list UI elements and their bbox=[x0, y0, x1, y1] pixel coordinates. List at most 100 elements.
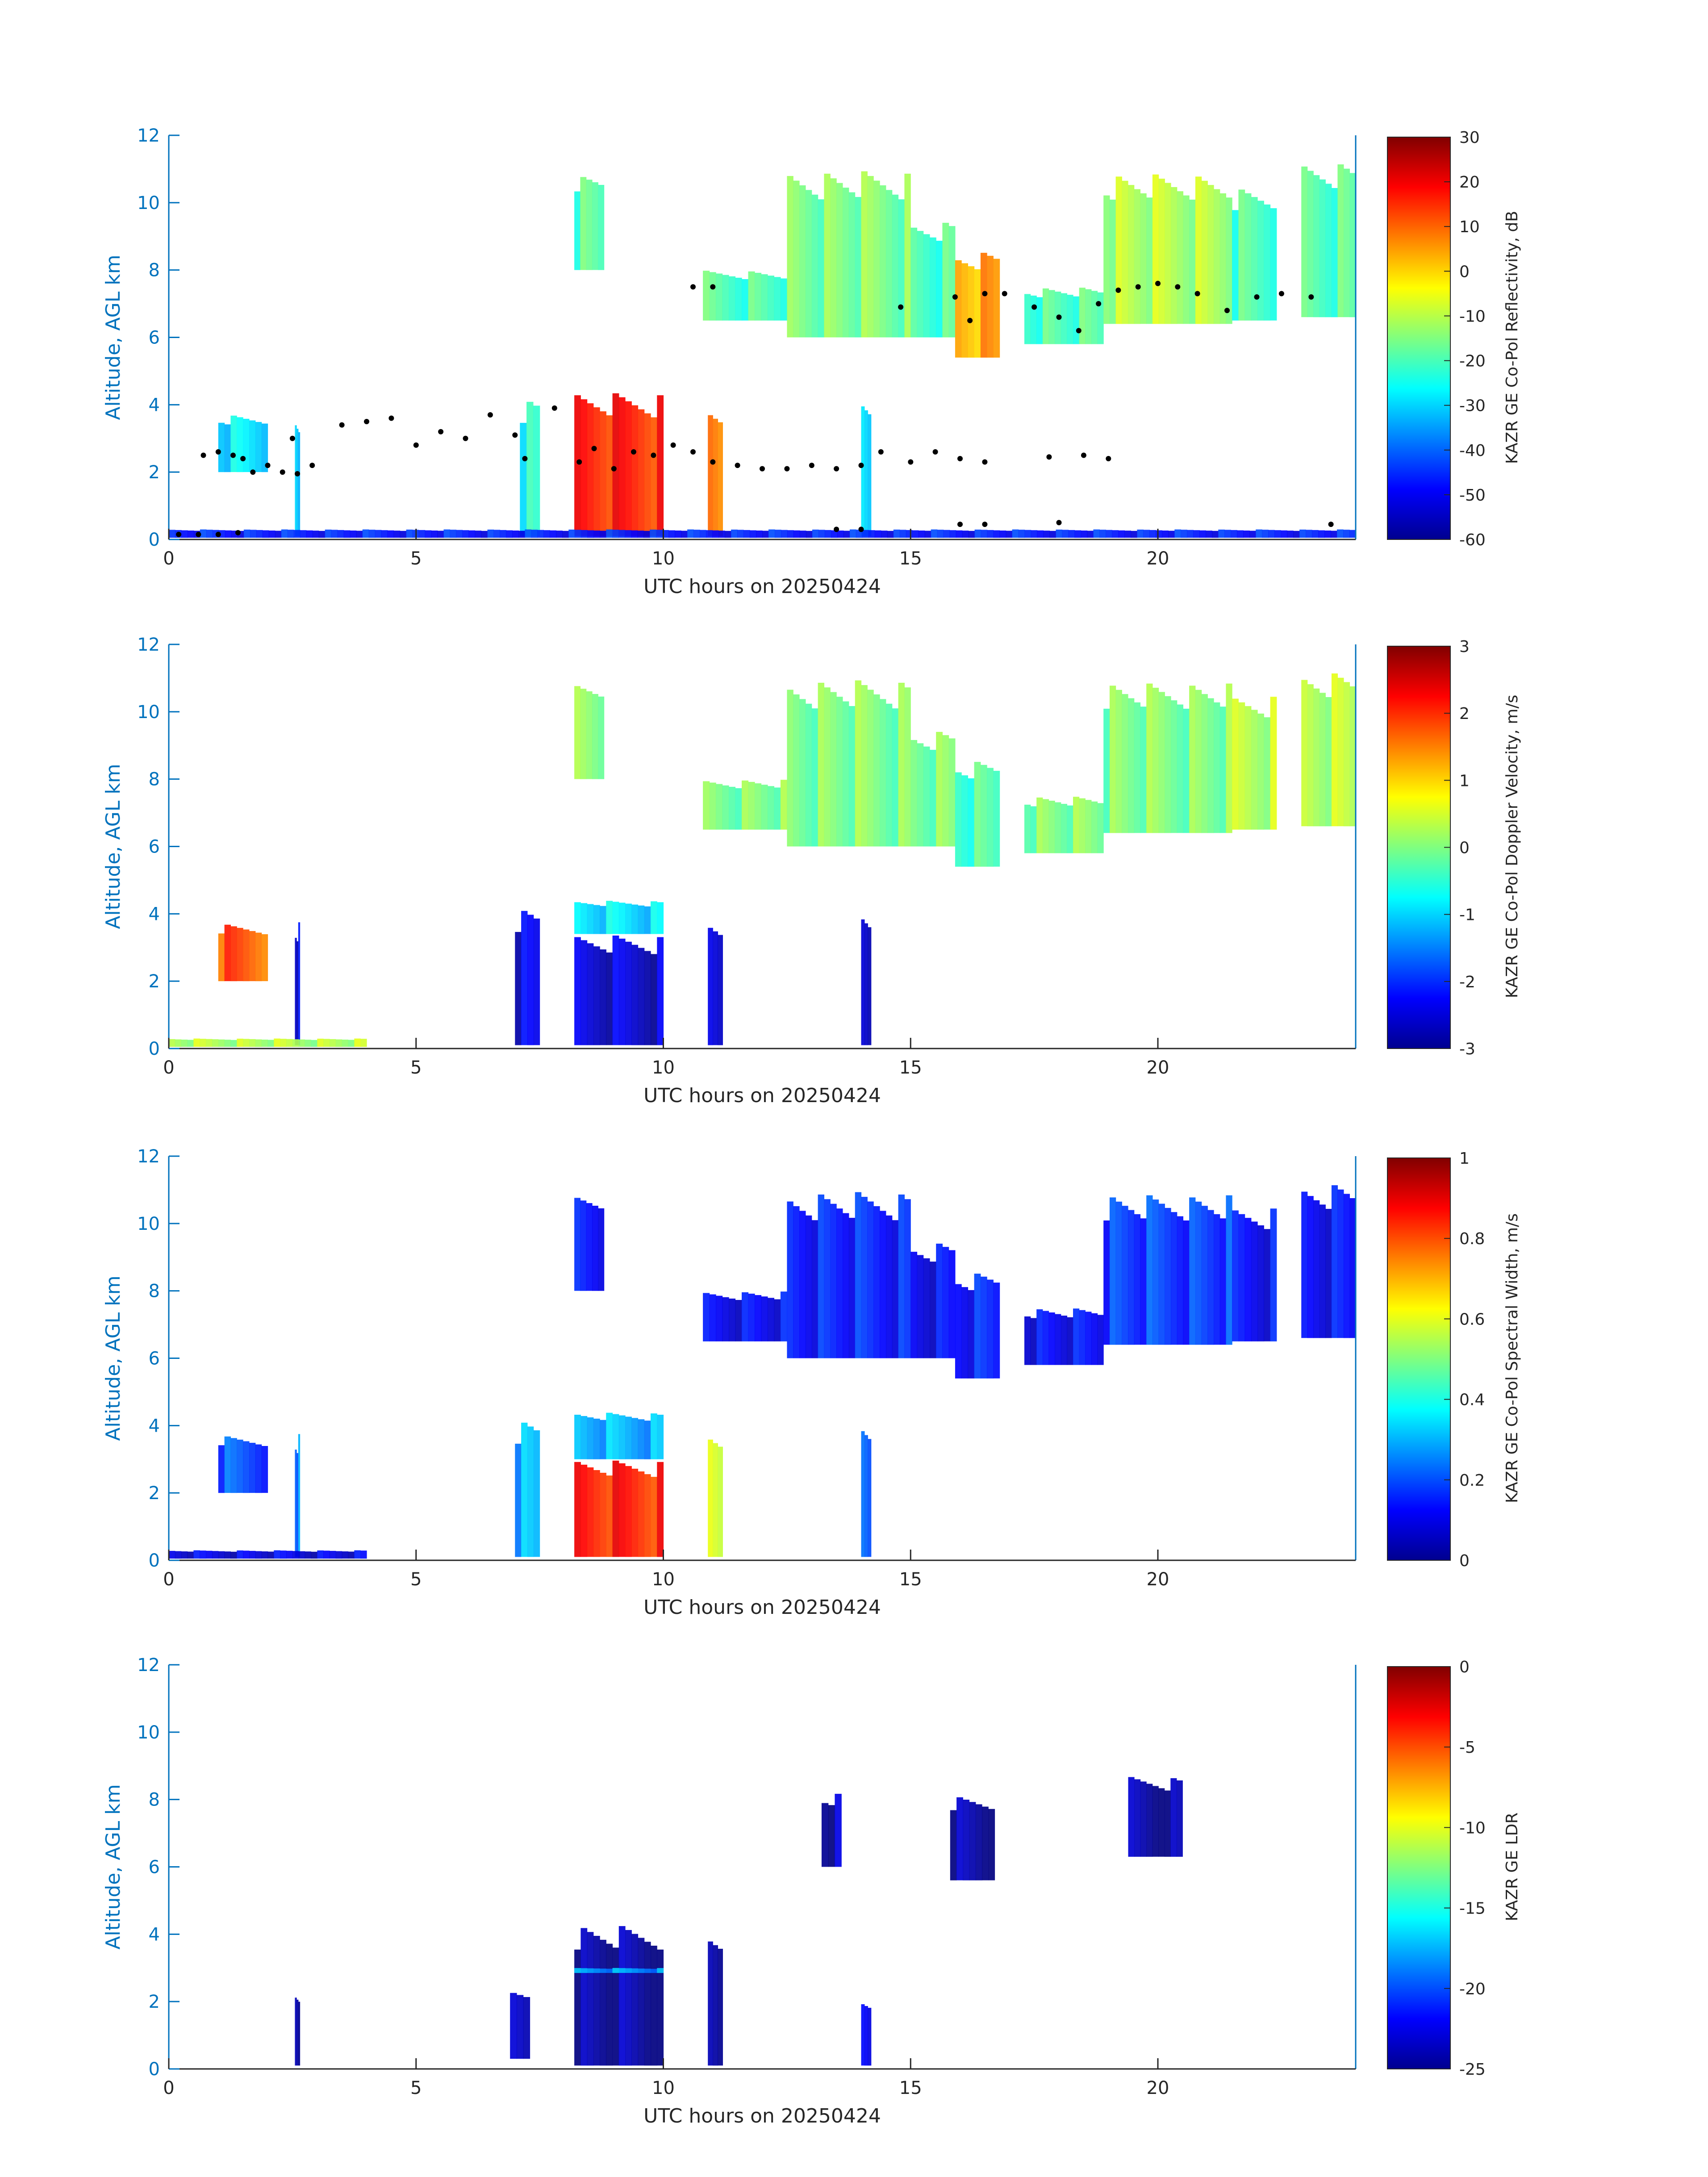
data-cell bbox=[885, 703, 893, 847]
data-cell bbox=[1301, 1191, 1308, 1338]
data-region bbox=[295, 1997, 301, 2066]
data-cell bbox=[169, 530, 175, 538]
data-cell bbox=[767, 786, 774, 830]
scatter-point bbox=[1096, 301, 1102, 307]
scatter-point bbox=[631, 449, 636, 455]
data-cell bbox=[206, 1550, 213, 1559]
data-cell bbox=[323, 1039, 330, 1047]
data-cell bbox=[1183, 195, 1190, 324]
data-cell bbox=[644, 1968, 651, 1973]
data-cell bbox=[256, 530, 263, 538]
data-cell bbox=[631, 944, 639, 1045]
data-cell bbox=[1036, 1309, 1043, 1365]
data-cell bbox=[687, 529, 694, 538]
data-cell bbox=[718, 1948, 723, 2066]
data-cell bbox=[593, 1418, 600, 1459]
data-cell bbox=[1112, 530, 1119, 538]
data-cell bbox=[644, 951, 651, 1045]
data-cell bbox=[799, 531, 806, 538]
data-cell bbox=[898, 199, 905, 338]
data-cell bbox=[1140, 193, 1147, 324]
scatter-point bbox=[196, 531, 201, 537]
data-cell bbox=[974, 269, 981, 358]
data-cell bbox=[311, 1551, 317, 1559]
data-cell bbox=[862, 530, 869, 538]
data-region bbox=[574, 177, 605, 270]
data-cell bbox=[516, 1995, 524, 2059]
data-cell bbox=[600, 906, 606, 934]
data-cell bbox=[806, 531, 813, 538]
data-cell bbox=[1140, 1781, 1147, 1857]
data-cell bbox=[1067, 295, 1073, 344]
data-cell bbox=[631, 405, 639, 536]
data-cell bbox=[587, 943, 594, 1045]
data-cell bbox=[811, 194, 819, 338]
data-cell bbox=[255, 1039, 262, 1047]
y-axis-label: Altitude, AGL km bbox=[102, 1275, 125, 1441]
data-cell bbox=[1319, 1204, 1326, 1338]
data-cell bbox=[955, 1284, 962, 1379]
data-cell bbox=[598, 185, 605, 270]
data-cell bbox=[425, 530, 432, 538]
data-cell bbox=[910, 740, 918, 847]
data-cell bbox=[237, 1038, 243, 1047]
data-cell bbox=[828, 1805, 835, 1867]
data-cell bbox=[1042, 799, 1049, 853]
data-cell bbox=[249, 1442, 256, 1493]
data-cell bbox=[212, 1039, 219, 1047]
data-cell bbox=[261, 934, 268, 982]
data-cell bbox=[618, 397, 626, 536]
data-cell bbox=[864, 923, 868, 1045]
data-region bbox=[1024, 1308, 1104, 1365]
data-cell bbox=[1156, 530, 1162, 538]
data-cell bbox=[729, 786, 736, 830]
data-cell bbox=[550, 530, 556, 538]
data-cell bbox=[243, 1441, 250, 1493]
data-cell bbox=[329, 1039, 336, 1047]
data-cell bbox=[243, 929, 250, 982]
colorbar-tick-label: 0.4 bbox=[1459, 1391, 1485, 1409]
data-cell bbox=[1128, 1777, 1135, 1857]
scatter-point bbox=[952, 294, 958, 300]
data-cell bbox=[982, 1806, 989, 1880]
data-cell bbox=[830, 1203, 837, 1358]
data-cell bbox=[393, 531, 401, 538]
data-cell bbox=[296, 1999, 299, 2066]
data-cell bbox=[651, 1968, 657, 1973]
data-cell bbox=[981, 530, 988, 538]
data-cell bbox=[1137, 529, 1144, 538]
data-cell bbox=[1232, 210, 1239, 321]
data-cell bbox=[1343, 682, 1350, 827]
data-cell bbox=[962, 531, 969, 538]
data-cell bbox=[606, 1475, 613, 1557]
data-cell bbox=[1031, 530, 1038, 538]
data-cell bbox=[1256, 529, 1262, 538]
data-region bbox=[515, 911, 540, 1045]
data-cell bbox=[1087, 531, 1094, 538]
data-cell bbox=[312, 531, 319, 538]
scatter-point bbox=[982, 522, 988, 527]
data-cell bbox=[1201, 694, 1208, 833]
data-cell bbox=[1195, 689, 1202, 833]
data-cell bbox=[968, 778, 975, 867]
data-cell bbox=[631, 904, 639, 934]
data-cell bbox=[1226, 197, 1232, 324]
data-region bbox=[1024, 288, 1104, 344]
y-tick-label: 10 bbox=[137, 1214, 160, 1234]
data-cell bbox=[1158, 1788, 1165, 1857]
data-region bbox=[1103, 1195, 1232, 1345]
data-cell bbox=[709, 782, 716, 830]
data-cell bbox=[625, 1417, 632, 1459]
scatter-point bbox=[235, 530, 241, 535]
data-cell bbox=[337, 530, 344, 538]
data-cell bbox=[830, 692, 837, 847]
data-cell bbox=[1262, 530, 1269, 538]
data-cell bbox=[904, 1199, 911, 1358]
data-cell bbox=[762, 531, 769, 538]
data-cell bbox=[880, 1211, 886, 1358]
data-cell bbox=[1201, 1206, 1208, 1345]
data-cell bbox=[531, 530, 538, 538]
scatter-point bbox=[784, 466, 790, 472]
scatter-point bbox=[1056, 314, 1062, 320]
data-cell bbox=[1074, 530, 1082, 538]
